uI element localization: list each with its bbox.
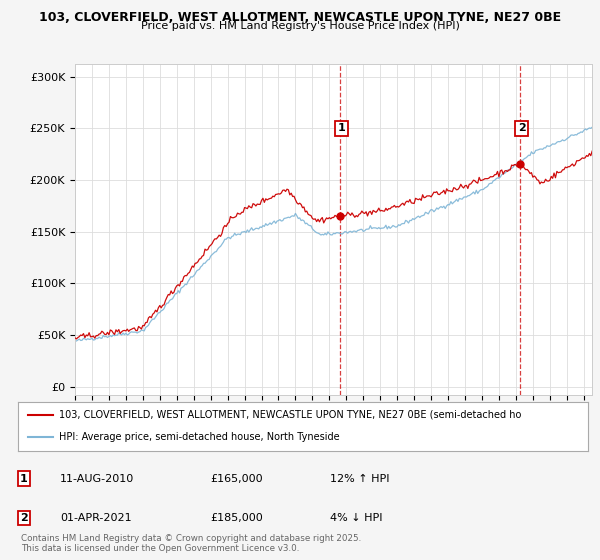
Text: HPI: Average price, semi-detached house, North Tyneside: HPI: Average price, semi-detached house,…: [59, 432, 340, 442]
Text: 103, CLOVERFIELD, WEST ALLOTMENT, NEWCASTLE UPON TYNE, NE27 0BE: 103, CLOVERFIELD, WEST ALLOTMENT, NEWCAS…: [39, 11, 561, 24]
Text: 4% ↓ HPI: 4% ↓ HPI: [330, 513, 383, 523]
Text: Contains HM Land Registry data © Crown copyright and database right 2025.
This d: Contains HM Land Registry data © Crown c…: [21, 534, 361, 553]
Text: 103, CLOVERFIELD, WEST ALLOTMENT, NEWCASTLE UPON TYNE, NE27 0BE (semi-detached h: 103, CLOVERFIELD, WEST ALLOTMENT, NEWCAS…: [59, 410, 521, 420]
Text: £185,000: £185,000: [210, 513, 263, 523]
Text: 12% ↑ HPI: 12% ↑ HPI: [330, 474, 389, 484]
Text: Price paid vs. HM Land Registry's House Price Index (HPI): Price paid vs. HM Land Registry's House …: [140, 21, 460, 31]
Text: 2: 2: [518, 123, 526, 133]
Text: 11-AUG-2010: 11-AUG-2010: [60, 474, 134, 484]
Text: 1: 1: [337, 123, 345, 133]
Text: 01-APR-2021: 01-APR-2021: [60, 513, 131, 523]
Text: £165,000: £165,000: [210, 474, 263, 484]
Text: 1: 1: [20, 474, 28, 484]
Text: 2: 2: [20, 513, 28, 523]
